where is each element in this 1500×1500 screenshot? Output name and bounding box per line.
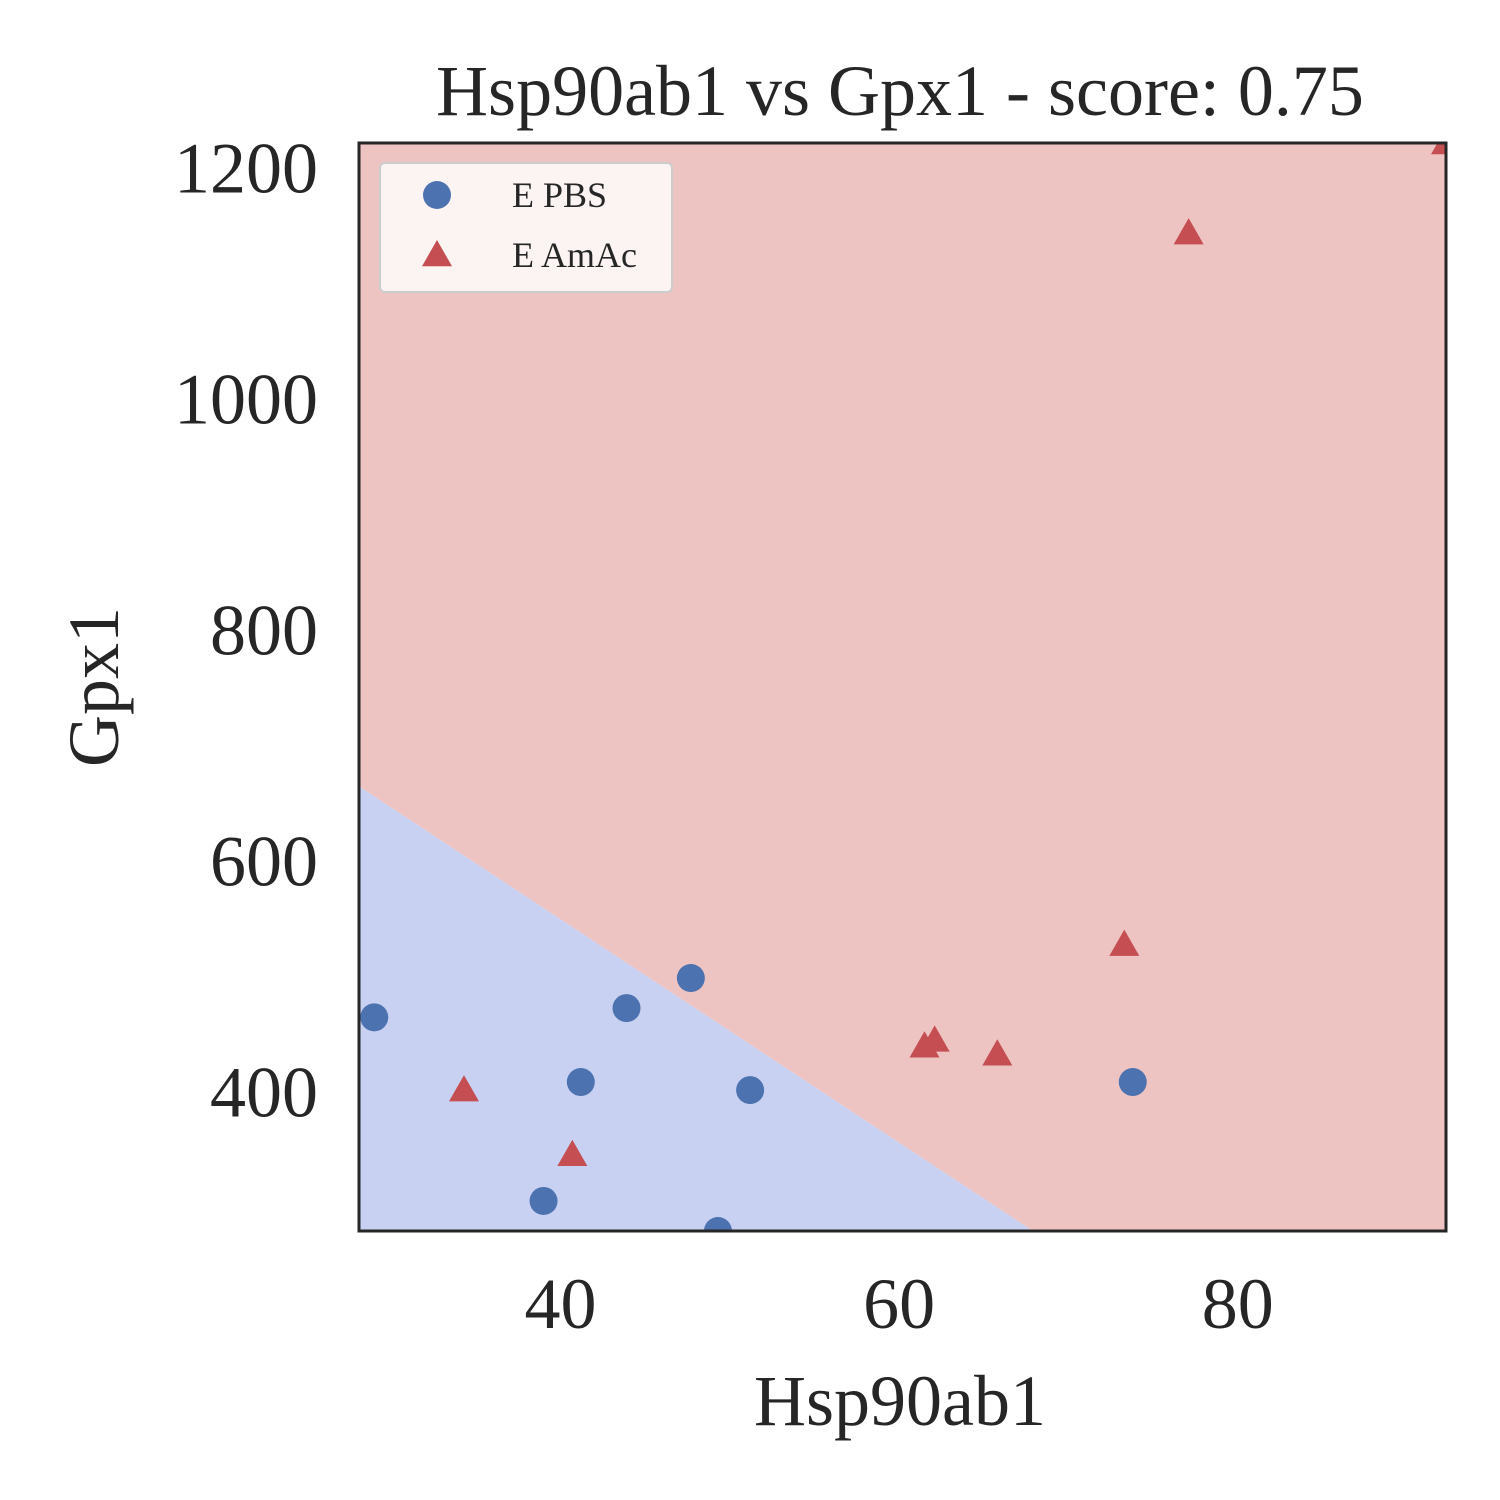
x-tick-label-60: 60 (863, 1264, 935, 1344)
plot-frame (357, 141, 1448, 1233)
y-tick-label-600: 600 (210, 821, 318, 901)
e-pbs-point-2 (566, 1068, 595, 1097)
e-amac-point-7 (1431, 143, 1446, 155)
x-tick-label-80: 80 (1202, 1264, 1274, 1344)
e-pbs-point-0 (360, 1003, 389, 1032)
legend-box (379, 162, 673, 293)
y-tick-label-1200: 1200 (174, 128, 318, 208)
e-amac-point-6 (1173, 218, 1204, 245)
e-amac-point-4 (982, 1039, 1013, 1066)
e-pbs-point-6 (736, 1076, 765, 1105)
axis-ticks: 40 60 80 400 600 800 1000 1200 (174, 128, 1274, 1344)
e-pbs-point-4 (676, 964, 705, 993)
e-amac-point-1 (557, 1139, 588, 1167)
e-pbs-point-1 (529, 1186, 558, 1215)
y-tick-label-800: 800 (210, 590, 318, 670)
e-pbs-point-5 (703, 1217, 732, 1231)
legend-marker-1 (422, 240, 452, 267)
chart-title: Hsp90ab1 vs Gpx1 - score: 0.75 (436, 51, 1364, 131)
region-e-amac (359, 143, 1446, 1231)
x-tick-label-40: 40 (524, 1264, 596, 1344)
legend-label-0: E PBS (512, 175, 607, 215)
y-axis-label: Gpx1 (54, 607, 134, 767)
e-amac-point-3 (919, 1025, 950, 1052)
e-pbs-point-3 (612, 994, 641, 1023)
data-points (360, 143, 1446, 1231)
e-pbs-point-7 (1118, 1068, 1147, 1097)
decision-regions (359, 143, 1446, 1231)
legend-label-1: E AmAc (512, 235, 637, 275)
e-amac-point-0 (448, 1075, 479, 1102)
y-tick-label-1000: 1000 (174, 359, 318, 439)
region-e-pbs (359, 786, 1033, 1231)
legend-marker-0 (423, 181, 451, 209)
e-amac-point-5 (1109, 929, 1140, 956)
x-axis-label: Hsp90ab1 (754, 1361, 1046, 1441)
y-tick-label-400: 400 (210, 1052, 318, 1132)
legend: E PBS E AmAc (379, 162, 673, 293)
